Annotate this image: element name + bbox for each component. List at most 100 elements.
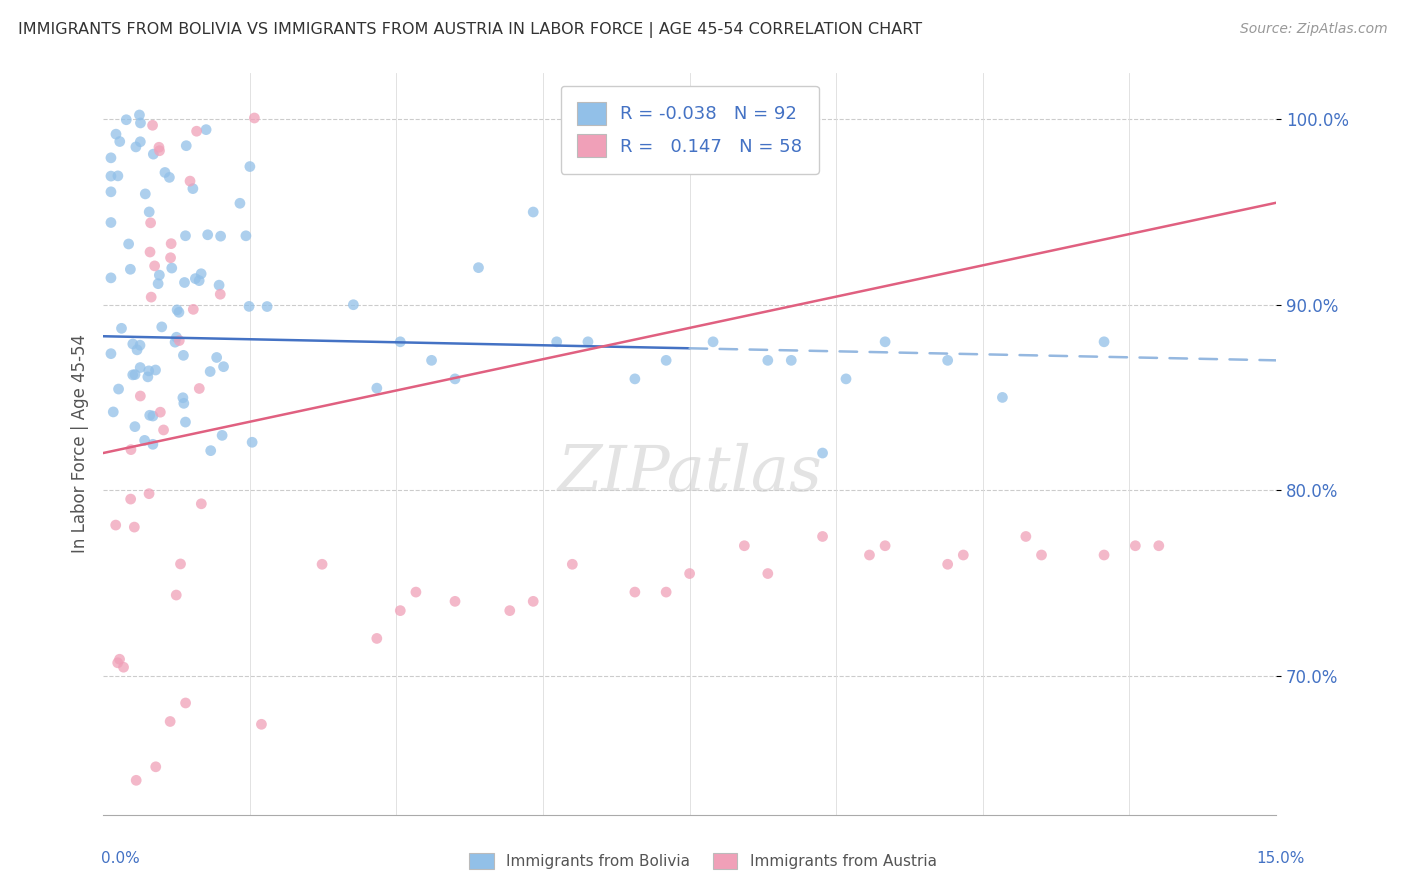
- Point: [389, 604, 412, 618]
- Point: [235, 228, 257, 243]
- Point: [103, 405, 125, 419]
- Point: [499, 604, 522, 618]
- Point: [157, 170, 180, 185]
- Point: [115, 112, 138, 127]
- Point: [467, 260, 489, 275]
- Point: [405, 585, 427, 599]
- Point: [167, 305, 190, 319]
- Point: [148, 140, 170, 154]
- Point: [186, 124, 208, 138]
- Point: [179, 174, 201, 188]
- Point: [311, 558, 333, 572]
- Point: [169, 557, 191, 571]
- Point: [129, 116, 152, 130]
- Point: [875, 334, 897, 349]
- Point: [143, 259, 166, 273]
- Point: [239, 160, 262, 174]
- Point: [120, 442, 142, 457]
- Point: [141, 290, 163, 304]
- Point: [120, 262, 142, 277]
- Point: [756, 353, 779, 368]
- Point: [835, 372, 858, 386]
- Point: [120, 492, 142, 507]
- Point: [153, 165, 176, 179]
- Text: 15.0%: 15.0%: [1257, 851, 1305, 865]
- Text: IMMIGRANTS FROM BOLIVIA VS IMMIGRANTS FROM AUSTRIA IN LABOR FORCE | AGE 45-54 CO: IMMIGRANTS FROM BOLIVIA VS IMMIGRANTS FR…: [18, 22, 922, 38]
- Point: [1015, 529, 1038, 543]
- Point: [138, 409, 160, 423]
- Point: [444, 372, 467, 386]
- Point: [139, 216, 162, 230]
- Point: [576, 334, 599, 349]
- Point: [172, 348, 194, 362]
- Point: [1147, 539, 1170, 553]
- Point: [152, 423, 174, 437]
- Point: [165, 588, 187, 602]
- Point: [240, 435, 263, 450]
- Point: [174, 138, 197, 153]
- Point: [148, 268, 170, 282]
- Point: [174, 415, 197, 429]
- Point: [366, 632, 388, 646]
- Point: [936, 558, 959, 572]
- Point: [166, 302, 188, 317]
- Point: [200, 443, 222, 458]
- Point: [142, 409, 165, 423]
- Point: [546, 334, 568, 349]
- Point: [209, 287, 232, 301]
- Text: Source: ZipAtlas.com: Source: ZipAtlas.com: [1240, 22, 1388, 37]
- Point: [148, 144, 170, 158]
- Point: [174, 696, 197, 710]
- Point: [256, 300, 278, 314]
- Point: [991, 391, 1014, 405]
- Point: [159, 251, 181, 265]
- Point: [108, 135, 131, 149]
- Point: [150, 319, 173, 334]
- Point: [678, 566, 700, 581]
- Point: [522, 205, 544, 219]
- Point: [181, 302, 204, 317]
- Point: [121, 337, 143, 351]
- Point: [952, 548, 974, 562]
- Point: [124, 520, 146, 534]
- Text: ZIPatlas: ZIPatlas: [557, 442, 823, 504]
- Point: [100, 215, 122, 229]
- Point: [142, 118, 165, 132]
- Point: [342, 298, 364, 312]
- Point: [181, 181, 204, 195]
- Point: [125, 343, 148, 357]
- Point: [858, 548, 880, 562]
- Point: [117, 237, 139, 252]
- Point: [139, 245, 162, 260]
- Point: [142, 147, 165, 161]
- Point: [100, 151, 122, 165]
- Point: [100, 169, 122, 183]
- Y-axis label: In Labor Force | Age 45-54: In Labor Force | Age 45-54: [72, 334, 89, 553]
- Point: [238, 299, 260, 313]
- Point: [173, 396, 195, 410]
- Point: [134, 434, 156, 448]
- Point: [420, 353, 443, 368]
- Point: [190, 267, 212, 281]
- Point: [188, 382, 211, 396]
- Point: [756, 566, 779, 581]
- Point: [104, 127, 127, 141]
- Point: [136, 369, 159, 384]
- Point: [1123, 539, 1146, 553]
- Point: [190, 497, 212, 511]
- Point: [184, 271, 207, 285]
- Point: [124, 368, 146, 382]
- Point: [129, 360, 152, 375]
- Point: [780, 353, 803, 368]
- Point: [188, 274, 211, 288]
- Point: [198, 365, 221, 379]
- Point: [173, 276, 195, 290]
- Point: [936, 353, 959, 368]
- Point: [1092, 334, 1115, 349]
- Point: [811, 446, 834, 460]
- Point: [129, 389, 152, 403]
- Point: [205, 351, 228, 365]
- Point: [389, 334, 412, 349]
- Point: [208, 278, 231, 293]
- Point: [110, 321, 132, 335]
